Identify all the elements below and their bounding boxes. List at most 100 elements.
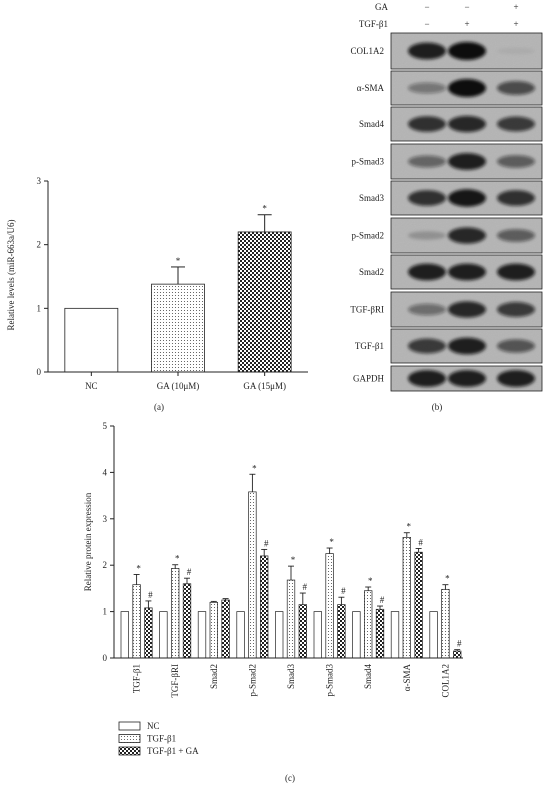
- panel-b-band: [448, 301, 486, 318]
- panel-c-legend: NC TGF-β1 TGF-β1 + GA: [118, 721, 199, 756]
- panel-c-significance: #: [341, 586, 346, 596]
- panel-b-band: [448, 153, 486, 170]
- panel-c-xtick-label: Smad3: [286, 664, 296, 690]
- panel-b-blot: [390, 70, 543, 106]
- panel-c-legend-swatch: [118, 746, 141, 756]
- panel-c-bar: [197, 611, 207, 659]
- panel-b-condition-sign: −: [464, 2, 469, 12]
- panel-c-bar: [313, 611, 322, 659]
- panel-a-xtick-label: NC: [85, 381, 98, 391]
- panel-b-blot-frame: [390, 291, 543, 328]
- panel-c-bar: [120, 611, 129, 659]
- panel-b-condition-sign: +: [513, 19, 518, 29]
- panel-b-condition-sign: −: [424, 2, 429, 12]
- panel-c-label: (c): [285, 773, 295, 783]
- panel-b-band: [408, 231, 446, 240]
- panel-c-legend-label: NC: [147, 721, 160, 731]
- panel-b-band: [408, 303, 446, 316]
- panel-b-band-label: p-Smad2: [352, 231, 385, 241]
- panel-b-blot: [390, 328, 543, 364]
- panel-c-bar: [209, 601, 218, 659]
- panel-c-ytick-label: 2: [103, 560, 108, 570]
- panel-c-bar: [260, 555, 269, 659]
- panel-c-legend-label: TGF-β1: [147, 734, 176, 744]
- panel-c-significance: #: [187, 567, 192, 577]
- panel-b-blots: COL1A2 α-SMA Smad4 p-Smad3 Smad3 p-Smad2 Smad2…: [350, 32, 543, 392]
- panel-b-conditions: GA − − + TGF-β1 − + +: [359, 2, 519, 29]
- panel-b-condition-sign: +: [464, 19, 469, 29]
- panel-c-significance: *: [445, 574, 450, 584]
- panel-b-band-label: TGF-β1: [355, 341, 384, 351]
- panel-a-bar: [64, 307, 119, 373]
- panel-b-band: [497, 47, 535, 55]
- panel-c-significance: #: [303, 582, 308, 592]
- panel-c-bar: [221, 599, 230, 659]
- panel-b-band: [497, 263, 535, 281]
- panel-c-bar: [144, 607, 153, 659]
- panel-b-band: [408, 370, 446, 387]
- panel-b-band-label: COL1A2: [351, 46, 385, 56]
- panel-b-blot-frame: [390, 217, 543, 254]
- panel-a-xtick-label: GA (15μM): [243, 381, 286, 391]
- panel-b-band: [497, 81, 535, 95]
- panel-c-xtick-label: p-Smad3: [325, 664, 335, 697]
- panel-b-blot: [390, 365, 543, 392]
- panel-b-band: [448, 370, 486, 387]
- panel-b-blot: [390, 32, 543, 70]
- panel-c-bar: [275, 611, 284, 659]
- panel-c-bar: [352, 611, 361, 659]
- panel-b-band: [448, 227, 486, 244]
- panel-a-ylabel: Relative levels (miR-663a/U6): [6, 220, 16, 331]
- panel-a-x-labels: NC GA (10μM) GA (15μM): [85, 372, 286, 391]
- panel-c-bar: [453, 650, 462, 659]
- panel-b-condition-name: TGF-β1: [359, 19, 388, 29]
- panel-b-band: [408, 42, 446, 60]
- panel-b-blot-frame: [390, 106, 543, 142]
- panel-c-significance: #: [418, 537, 423, 547]
- panel-c-xtick-label: α-SMA: [402, 664, 412, 692]
- panel-b-band-label: Smad4: [359, 119, 385, 129]
- panel-c-bar: [441, 588, 450, 659]
- panel-a-y-ticks: 0 1 2 3: [37, 176, 48, 377]
- panel-b-western-blot: GA − − + TGF-β1 − + + COL1A2 α-SMA Smad4 p-Smad3 Sm…: [350, 2, 543, 412]
- panel-c-significance: #: [380, 595, 385, 605]
- panel-b-band: [497, 302, 535, 317]
- panel-c-bar: [375, 608, 385, 659]
- panel-b-band: [448, 337, 486, 355]
- panel-c-ytick-label: 1: [103, 607, 108, 617]
- panel-a-significance: *: [262, 204, 267, 214]
- panel-b-band: [408, 338, 446, 354]
- panel-c-xtick-label: COL1A2: [440, 664, 450, 698]
- panel-a-ytick-label: 3: [37, 176, 42, 186]
- panel-c-bar: [159, 611, 168, 659]
- panel-c-significance: #: [457, 639, 462, 649]
- panel-c-bar: [325, 553, 334, 659]
- panel-b-condition-name: GA: [375, 2, 388, 12]
- panel-b-blot-frame: [390, 143, 543, 180]
- panel-c-bars: * # * # * # * # * # * # * # * #: [120, 463, 462, 659]
- panel-b-band-label: GAPDH: [353, 374, 385, 384]
- panel-b-band: [448, 263, 486, 281]
- panel-b-band: [408, 263, 446, 281]
- panel-b-band-label: TGF-βRI: [350, 305, 384, 315]
- panel-c-significance: *: [175, 554, 180, 564]
- panel-c-bar: [286, 579, 296, 659]
- panel-b-band-label: Smad3: [359, 193, 385, 203]
- panel-b-condition-sign: +: [513, 2, 518, 12]
- panel-c-legend-swatch: [118, 734, 141, 743]
- panel-c-legend-label: TGF-β1 + GA: [147, 746, 199, 756]
- panel-c-bar: [390, 611, 400, 659]
- panel-c-ytick-label: 0: [103, 653, 108, 663]
- panel-c-significance: #: [264, 538, 269, 548]
- panel-b-band: [497, 339, 535, 353]
- panel-b-band: [408, 190, 446, 206]
- panel-a-ytick-label: 0: [37, 367, 42, 377]
- panel-c-xtick-label: Smad4: [363, 664, 373, 690]
- panel-b-band-label: α-SMA: [357, 83, 385, 93]
- panel-b-band-label: p-Smad3: [352, 157, 385, 167]
- panel-c-significance: *: [329, 537, 334, 547]
- panel-c-legend-swatch: [118, 721, 141, 731]
- panel-b-band: [497, 370, 535, 387]
